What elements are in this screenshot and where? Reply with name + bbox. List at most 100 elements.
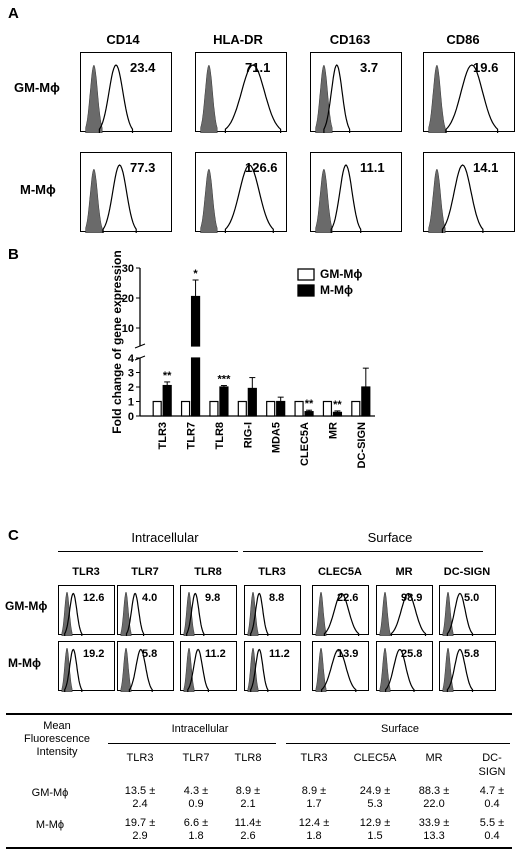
isotype-histogram bbox=[85, 64, 103, 133]
isotype-histogram bbox=[442, 647, 454, 692]
bar bbox=[322, 400, 333, 417]
flow-histogram bbox=[195, 52, 287, 133]
y-tick-label: 20 bbox=[122, 293, 134, 305]
table-bottom-rule bbox=[6, 847, 512, 849]
flow-histogram bbox=[195, 152, 287, 233]
significance-label: * bbox=[193, 268, 198, 280]
stained-histogram bbox=[441, 164, 484, 233]
flow-histogram bbox=[117, 641, 174, 692]
legend-label: GM-Mϕ bbox=[320, 267, 362, 281]
bar bbox=[266, 400, 276, 417]
isotype-histogram bbox=[61, 647, 73, 692]
table-col-head: CLEC5A bbox=[353, 752, 397, 764]
table-cell: 0.9 bbox=[188, 798, 204, 810]
table-cell: 5.3 bbox=[367, 798, 383, 810]
panel-b-letter: B bbox=[8, 246, 19, 263]
stained-histogram bbox=[224, 64, 282, 133]
stained-histogram bbox=[390, 592, 427, 636]
fold-change-bar-chart: Fold change of gene expression 0 1 2 3 4 10 20 3… bbox=[110, 250, 375, 468]
panel-c-letter: C bbox=[8, 527, 19, 544]
mfi-value: 13.9 bbox=[337, 648, 359, 660]
bar bbox=[190, 357, 201, 417]
intracellular-divider bbox=[58, 551, 238, 552]
mfi-value: 25.8 bbox=[401, 648, 423, 660]
panel-c-col-head: CLEC5A bbox=[317, 566, 362, 578]
mfi-value: 23.4 bbox=[130, 60, 156, 75]
stained-histogram bbox=[186, 592, 205, 636]
isotype-histogram bbox=[120, 647, 132, 692]
table-cell: 2.1 bbox=[240, 798, 256, 810]
panel-c-col-head: TLR7 bbox=[131, 566, 159, 578]
isotype-histogram bbox=[183, 647, 195, 692]
stained-histogram bbox=[128, 648, 153, 692]
stained-histogram bbox=[224, 164, 274, 233]
x-tick-label: MR bbox=[327, 422, 339, 439]
mfi-value: 14.1 bbox=[473, 160, 499, 175]
bar bbox=[294, 400, 304, 417]
table-header-label: Mean Fluorescence Intensity bbox=[23, 720, 91, 758]
panel-c-col-head: TLR3 bbox=[72, 566, 100, 578]
table-cell: 0.4 bbox=[484, 798, 500, 810]
panel-c-col-head: TLR8 bbox=[194, 566, 222, 578]
y-axis-label: Fold change of gene expression bbox=[110, 250, 124, 433]
table-cell: 1.8 bbox=[306, 830, 322, 842]
isotype-histogram bbox=[428, 168, 446, 233]
mfi-value: 11.2 bbox=[205, 648, 226, 660]
table-cell: 11.4± bbox=[234, 817, 262, 829]
flow-histogram bbox=[180, 641, 237, 692]
y-tick-label: 2 bbox=[128, 382, 134, 394]
bar bbox=[247, 387, 257, 417]
bar bbox=[332, 411, 343, 417]
significance-label: ** bbox=[305, 398, 314, 410]
table-cell: 2.9 bbox=[132, 830, 148, 842]
bar bbox=[190, 295, 201, 347]
x-tick-label: CLEC5A bbox=[299, 422, 311, 466]
mfi-value: 77.3 bbox=[130, 160, 156, 175]
flow-histogram bbox=[376, 641, 433, 692]
flow-histogram bbox=[376, 585, 433, 636]
flow-histogram bbox=[423, 152, 515, 233]
bar bbox=[219, 386, 229, 417]
table-cell: 2.4 bbox=[132, 798, 148, 810]
isotype-histogram bbox=[61, 591, 73, 636]
table-cell: 8.9 ± bbox=[301, 785, 327, 797]
mfi-value: 19.2 bbox=[83, 648, 105, 660]
isotype-histogram bbox=[247, 591, 259, 636]
table-col-head: DC- bbox=[482, 752, 502, 764]
flow-histogram bbox=[58, 585, 115, 636]
table-cell: 12.4 ± bbox=[298, 817, 330, 829]
bar bbox=[180, 400, 191, 417]
flow-histogram bbox=[310, 152, 402, 233]
panel-a-col-head: CD86 bbox=[446, 32, 480, 47]
mfi-value: 4.0 bbox=[142, 592, 158, 604]
isotype-histogram bbox=[379, 591, 391, 636]
stained-histogram bbox=[330, 164, 362, 233]
mfi-value: 11.2 bbox=[269, 648, 290, 660]
bar bbox=[162, 384, 172, 417]
panel-a-row-head: M-Mϕ bbox=[20, 182, 56, 197]
mfi-value: 3.7 bbox=[360, 60, 379, 75]
bar bbox=[361, 386, 371, 417]
bar bbox=[276, 400, 286, 417]
panel-c-row-head: GM-Mϕ bbox=[5, 599, 48, 613]
panel-a-letter: A bbox=[8, 5, 19, 22]
x-tick-label: TLR3 bbox=[157, 422, 169, 450]
mfi-value: 126.6 bbox=[245, 160, 278, 175]
y-tick-label: 4 bbox=[128, 353, 135, 365]
table-col-head: MR bbox=[425, 752, 443, 764]
mfi-value: 8.8 bbox=[269, 592, 285, 604]
table-cell: 8.9 ± bbox=[235, 785, 261, 797]
flow-histogram bbox=[180, 585, 237, 636]
stained-histogram bbox=[250, 592, 269, 636]
table-cell: 0.4 bbox=[484, 830, 500, 842]
panel-c-row-head: M-Mϕ bbox=[8, 656, 41, 670]
panel-a-col-head: HLA-DR bbox=[213, 32, 263, 47]
table-surface-rule bbox=[286, 743, 510, 744]
legend-label: M-Mϕ bbox=[320, 283, 353, 297]
mfi-value: 11.1 bbox=[360, 160, 385, 175]
flow-histogram bbox=[423, 52, 515, 133]
flow-histogram bbox=[439, 585, 496, 636]
table-cell: 1.8 bbox=[188, 830, 204, 842]
table-cell: 5.5 ± bbox=[479, 817, 505, 829]
table-col-head: TLR7 bbox=[182, 752, 210, 764]
